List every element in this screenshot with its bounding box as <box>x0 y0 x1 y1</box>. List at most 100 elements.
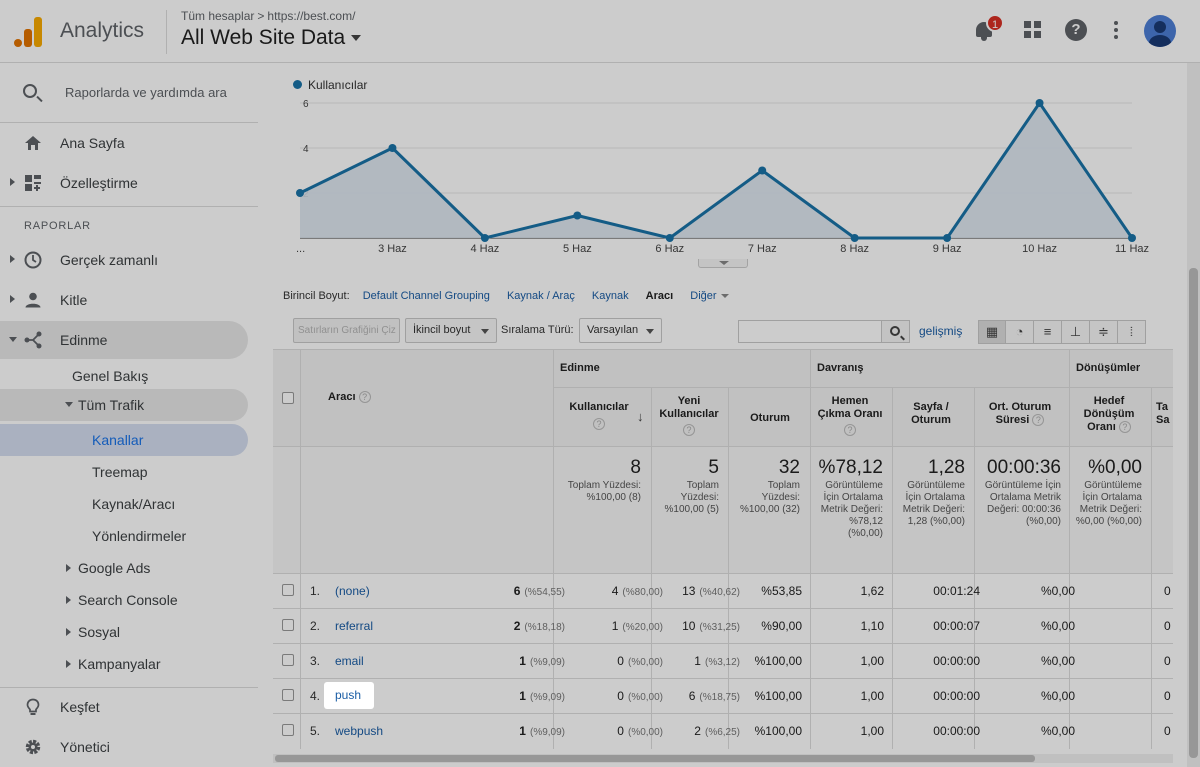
row-cell-new: 1 (%20,00) <box>591 619 663 633</box>
sidebar-item-search-console[interactable]: Search Console <box>0 584 248 616</box>
x-tick-label: 9 Haz <box>933 243 962 255</box>
sidebar-item-acquisition[interactable]: Edinme <box>0 321 248 359</box>
breadcrumb-separator: > <box>257 9 264 23</box>
sidebar-item-realtime[interactable]: Gerçek zamanlı <box>0 241 248 279</box>
advanced-filter-link[interactable]: gelişmiş <box>919 324 962 338</box>
row-checkbox[interactable] <box>282 584 294 596</box>
table-view-icon[interactable]: ▦ <box>978 320 1006 344</box>
home-icon <box>24 134 42 152</box>
sidebar-item-label: Tüm Trafik <box>78 397 144 413</box>
chart-resize-handle[interactable] <box>698 259 748 268</box>
breadcrumb-property[interactable]: https://best.com/ <box>267 9 355 23</box>
sort-type-select[interactable]: Varsayılan <box>579 318 662 343</box>
row-cell-sess: 10 (%31,25) <box>668 619 740 633</box>
apps-grid-icon[interactable] <box>1022 18 1048 44</box>
help-icon[interactable]: ? <box>1032 414 1044 426</box>
table-search-button[interactable] <box>881 320 910 343</box>
cell-value: 6 <box>689 689 696 703</box>
dimension-other-label: Diğer <box>690 290 716 302</box>
column-header-new-users[interactable]: Yeni Kullanıcılar? <box>658 395 720 437</box>
search-icon <box>23 84 37 98</box>
help-icon[interactable]: ? <box>359 391 371 403</box>
pie-view-icon[interactable]: ◔ <box>1006 320 1034 344</box>
page-vertical-scrollbar[interactable] <box>1187 63 1200 767</box>
row-checkbox[interactable] <box>282 619 294 631</box>
sidebar-item-customization[interactable]: Özelleştirme <box>0 164 248 202</box>
column-header-truncated[interactable]: Ta Sa <box>1156 401 1173 427</box>
chart-data-point <box>1128 234 1136 242</box>
pivot-view-icon[interactable]: ⦙ <box>1118 320 1146 344</box>
chart-area-fill <box>300 103 1132 238</box>
sidebar-item-all-traffic[interactable]: Tüm Trafik <box>0 389 248 421</box>
help-icon[interactable]: ? <box>844 424 856 436</box>
help-icon[interactable]: ? <box>593 418 605 430</box>
gear-icon <box>24 738 42 756</box>
sidebar-item-audience[interactable]: Kitle <box>0 281 248 319</box>
sort-desc-icon[interactable]: ↓ <box>637 409 644 424</box>
dimension-other-dropdown[interactable]: Diğer <box>690 290 728 302</box>
sidebar-item-home[interactable]: Ana Sayfa <box>0 124 248 162</box>
column-header-bounce-rate[interactable]: Hemen Çıkma Oranı? <box>816 395 884 437</box>
breadcrumb-account[interactable]: Tüm hesaplar <box>181 9 254 23</box>
dimension-source-medium[interactable]: Kaynak / Araç <box>507 290 575 302</box>
sidebar-item-campaigns[interactable]: Kampanyalar <box>0 648 248 680</box>
row-medium-link[interactable]: webpush <box>335 724 383 738</box>
column-header-avg-session-duration[interactable]: Ort. Oturum Süresi ? <box>980 401 1060 427</box>
sidebar-search[interactable]: Raporlarda ve yardımda ara <box>0 63 258 123</box>
column-header-goal-conversion-rate[interactable]: Hedef Dönüşüm Oranı ? <box>1075 395 1143 434</box>
sidebar-item-channels[interactable]: Kanallar <box>0 424 248 456</box>
breadcrumb[interactable]: Tüm hesaplar > https://best.com/ <box>181 9 355 23</box>
sidebar-item-social[interactable]: Sosyal <box>0 616 248 648</box>
view-selector[interactable]: All Web Site Data <box>181 26 361 50</box>
comparison-view-icon[interactable]: ⊥ <box>1062 320 1090 344</box>
row-medium-link[interactable]: email <box>335 654 364 668</box>
row-cell-bounce: %53,85 <box>732 584 802 598</box>
column-header-sessions[interactable]: Oturum <box>734 412 806 425</box>
row-medium-link[interactable]: referral <box>335 619 373 633</box>
row-checkbox[interactable] <box>282 654 294 666</box>
scrollbar-thumb[interactable] <box>1189 268 1198 758</box>
acquisition-icon <box>24 331 42 349</box>
total-value: %78,12 <box>815 457 883 479</box>
sidebar-item-google-ads[interactable]: Google Ads <box>0 552 248 584</box>
help-icon[interactable]: ? <box>683 424 695 436</box>
more-vert-icon[interactable] <box>1107 18 1133 44</box>
bell-icon[interactable]: 1 <box>972 18 998 44</box>
chevron-right-icon <box>10 178 15 186</box>
sidebar-item-label: Kaynak/Aracı <box>92 496 175 512</box>
sidebar-item-treemap[interactable]: Treemap <box>0 456 248 488</box>
column-header-pages-per-session[interactable]: Sayfa / Oturum <box>898 401 964 427</box>
analytics-logo-icon[interactable] <box>14 15 44 47</box>
row-checkbox[interactable] <box>282 689 294 701</box>
column-header-medium[interactable]: Aracı ? <box>328 391 371 404</box>
performance-view-icon[interactable]: ≡ <box>1034 320 1062 344</box>
table-horizontal-scrollbar[interactable] <box>273 754 1173 763</box>
select-all-checkbox[interactable] <box>282 392 294 404</box>
row-medium-link[interactable]: (none) <box>335 584 370 598</box>
scrollbar-thumb[interactable] <box>275 755 1035 762</box>
sidebar-item-referrals[interactable]: Yönlendirmeler <box>0 520 248 552</box>
account-icon[interactable] <box>1144 15 1176 47</box>
help-icon[interactable]: ? <box>1119 421 1131 433</box>
total-value: 5 <box>657 457 719 479</box>
plot-rows-button[interactable]: Satırların Grafiğini Çiz <box>293 318 400 343</box>
row-checkbox[interactable] <box>282 724 294 736</box>
total-value: %0,00 <box>1074 457 1142 479</box>
help-icon[interactable]: ? <box>1064 18 1090 44</box>
sidebar-item-label: Kanallar <box>92 432 143 448</box>
sidebar-item-discover[interactable]: Keşfet <box>0 688 248 726</box>
term-cloud-view-icon[interactable]: ≑ <box>1090 320 1118 344</box>
x-tick-label: 6 Haz <box>655 243 684 255</box>
sidebar-item-admin[interactable]: Yönetici <box>0 728 248 766</box>
person-icon <box>24 291 42 309</box>
dimension-default-channel-grouping[interactable]: Default Channel Grouping <box>363 290 490 302</box>
dimension-source[interactable]: Kaynak <box>592 290 629 302</box>
table-search-input[interactable] <box>738 320 882 343</box>
secondary-dimension-select[interactable]: İkincil boyut <box>405 318 497 343</box>
sidebar-item-source-medium[interactable]: Kaynak/Aracı <box>0 488 248 520</box>
group-header-acquisition: Edinme <box>560 362 600 374</box>
row-cell-new: 0 (%0,00) <box>591 689 663 703</box>
highlighted-row-link-push[interactable]: push <box>324 682 374 709</box>
column-header-users[interactable]: Kullanıcılar? <box>559 401 639 431</box>
